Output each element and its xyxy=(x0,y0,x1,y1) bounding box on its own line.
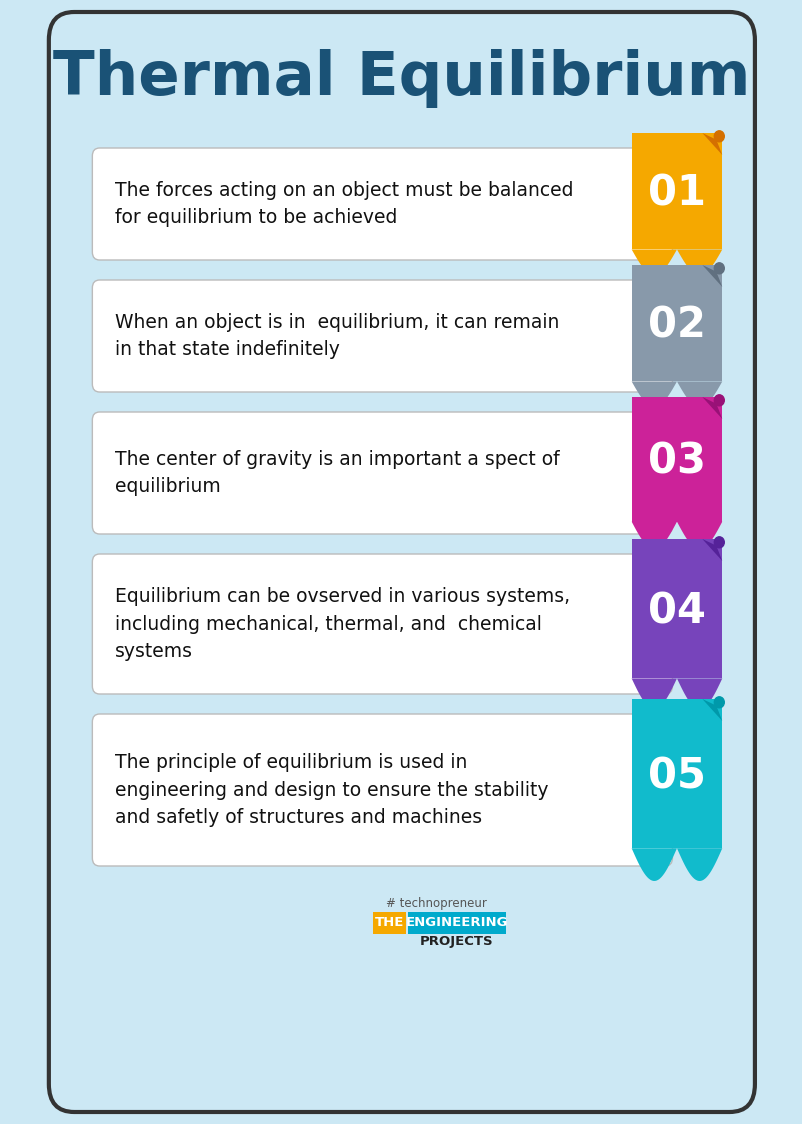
FancyBboxPatch shape xyxy=(92,714,671,865)
Polygon shape xyxy=(702,397,721,419)
Polygon shape xyxy=(702,540,721,561)
Polygon shape xyxy=(702,133,721,155)
Polygon shape xyxy=(631,679,721,709)
Polygon shape xyxy=(702,265,721,287)
FancyBboxPatch shape xyxy=(92,280,671,392)
Circle shape xyxy=(714,697,723,708)
Text: When an object is in  equilibrium, it can remain
in that state indefinitely: When an object is in equilibrium, it can… xyxy=(115,312,559,360)
Text: PROJECTS: PROJECTS xyxy=(419,935,493,949)
Polygon shape xyxy=(631,522,721,549)
Text: The forces acting on an object must be balanced
for equilibrium to be achieved: The forces acting on an object must be b… xyxy=(115,181,573,227)
Polygon shape xyxy=(702,397,721,419)
Text: Equilibrium can be ovserved in various systems,
including mechanical, thermal, a: Equilibrium can be ovserved in various s… xyxy=(115,587,569,661)
Text: 04: 04 xyxy=(647,590,705,633)
FancyBboxPatch shape xyxy=(92,554,671,694)
Text: THE: THE xyxy=(375,916,404,930)
Text: The center of gravity is an important a spect of
equilibrium: The center of gravity is an important a … xyxy=(115,450,559,496)
Text: 02: 02 xyxy=(647,305,705,346)
Circle shape xyxy=(714,537,723,547)
Circle shape xyxy=(714,395,723,406)
Polygon shape xyxy=(702,699,721,720)
Text: 01: 01 xyxy=(647,173,705,215)
Text: # technopreneur: # technopreneur xyxy=(386,897,487,910)
Polygon shape xyxy=(702,265,721,287)
Polygon shape xyxy=(702,133,721,155)
FancyBboxPatch shape xyxy=(631,699,721,849)
FancyBboxPatch shape xyxy=(631,397,721,522)
FancyBboxPatch shape xyxy=(407,912,505,934)
Text: ENGINEERING: ENGINEERING xyxy=(405,916,508,930)
Text: 05: 05 xyxy=(647,755,705,798)
FancyBboxPatch shape xyxy=(92,413,671,534)
FancyBboxPatch shape xyxy=(373,912,406,934)
Text: The principle of equilibrium is used in
engineering and design to ensure the sta: The principle of equilibrium is used in … xyxy=(115,753,548,827)
Polygon shape xyxy=(702,540,721,561)
FancyBboxPatch shape xyxy=(92,148,671,260)
Text: 03: 03 xyxy=(647,441,705,483)
Polygon shape xyxy=(631,381,721,407)
FancyBboxPatch shape xyxy=(49,12,754,1112)
FancyBboxPatch shape xyxy=(631,540,721,679)
FancyBboxPatch shape xyxy=(631,265,721,381)
Text: Thermal Equilibrium: Thermal Equilibrium xyxy=(53,48,749,108)
Circle shape xyxy=(714,130,723,142)
Polygon shape xyxy=(631,250,721,275)
Circle shape xyxy=(714,263,723,274)
Polygon shape xyxy=(631,849,721,881)
Polygon shape xyxy=(702,699,721,720)
FancyBboxPatch shape xyxy=(631,133,721,250)
